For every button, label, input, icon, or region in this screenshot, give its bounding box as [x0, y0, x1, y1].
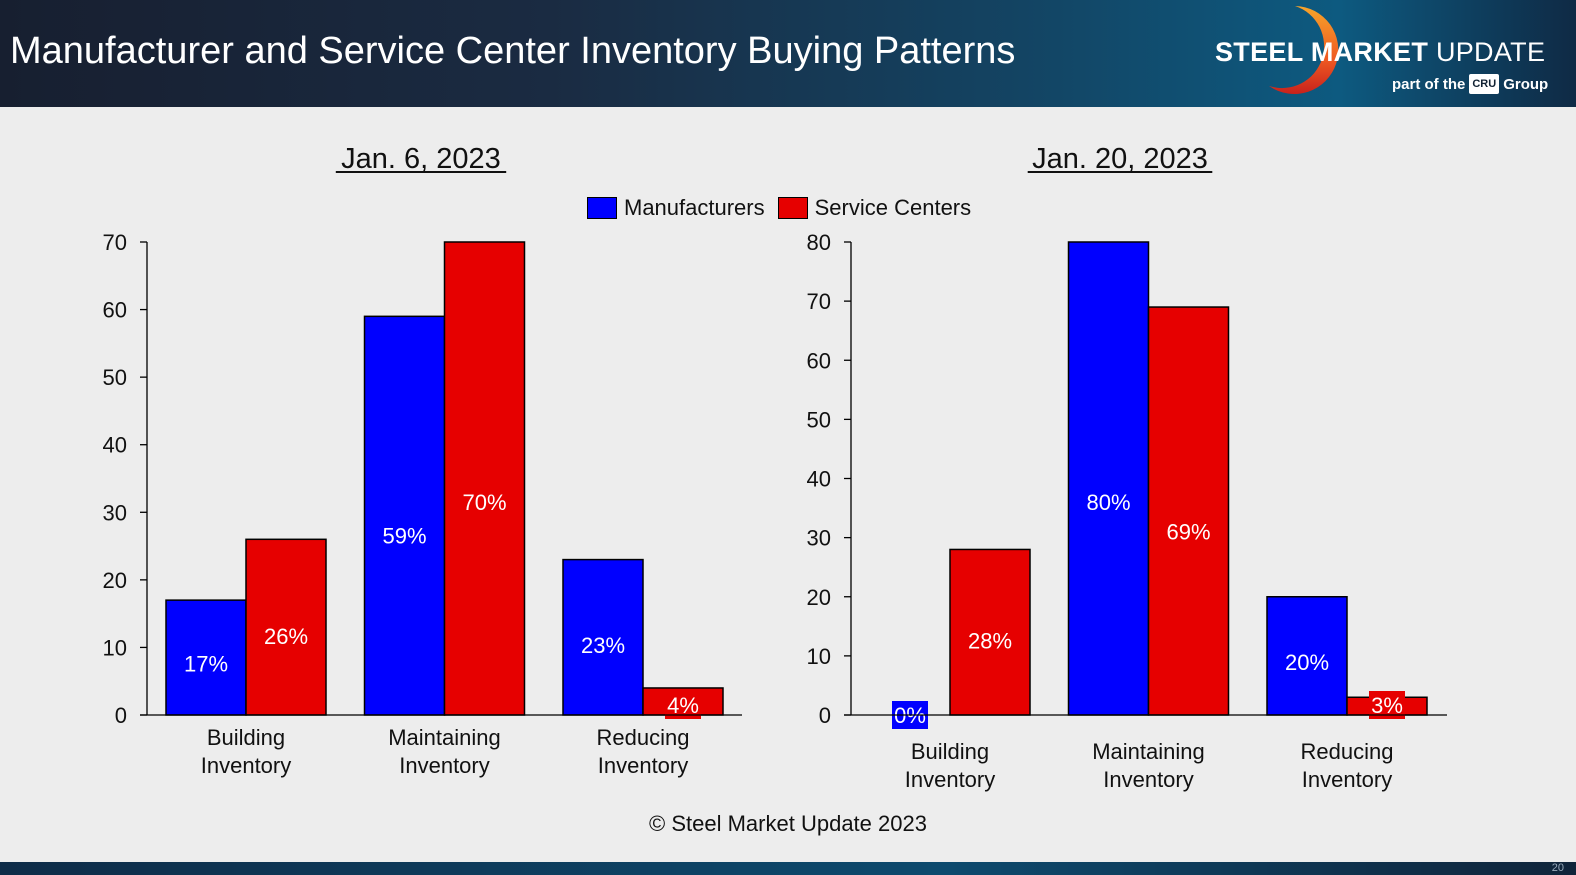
chart1-category-label: Inventory: [598, 753, 689, 778]
chart2-data-label: 20%: [1285, 650, 1329, 675]
chart2-y-tick-label: 70: [807, 289, 831, 314]
chart1-bar-service-centers: [245, 538, 327, 716]
chart2-data-label: 69%: [1166, 519, 1210, 544]
logo-tagline: part of the CRU Group: [1392, 74, 1549, 94]
chart1-bar-manufacturers: [562, 558, 644, 716]
footer-bar: [0, 862, 1576, 875]
chart1-category-label: Maintaining: [388, 725, 501, 750]
logo-wordmark: STEEL MARKET UPDATE: [1215, 37, 1546, 67]
chart1-data-label-bg: [665, 691, 701, 719]
chart2-y-tick-label: 0: [819, 703, 831, 728]
chart2-y-tick-label: 60: [807, 348, 831, 373]
chart2-category-label: Building: [911, 739, 989, 764]
chart2-bar-manufacturers: [1266, 596, 1348, 716]
chart1-category-label: Inventory: [399, 753, 490, 778]
chart2-title: Jan. 20, 2023: [1032, 143, 1208, 175]
chart2-y-tick-label: 30: [807, 526, 831, 551]
chart1-data-label: 23%: [581, 633, 625, 658]
chart2-category-label: Maintaining: [1092, 739, 1205, 764]
chart1-bar-manufacturers: [165, 599, 247, 716]
chart1-title: Jan. 6, 2023: [341, 143, 501, 175]
chart1-y-tick-label: 70: [103, 230, 127, 255]
copyright-text: © Steel Market Update 2023: [649, 811, 927, 836]
chart2-y-tick-label: 40: [807, 467, 831, 492]
chart2-bar-service-centers: [1147, 306, 1230, 716]
chart1-y-tick-label: 60: [103, 298, 127, 323]
chart1-category-label: Reducing: [597, 725, 690, 750]
chart2-data-label: 28%: [968, 629, 1012, 654]
steel-market-update-logo: STEEL MARKET UPDATE part of the CRU Grou…: [1215, 4, 1565, 104]
chart2-category-label: Inventory: [905, 767, 996, 792]
header-banner: Manufacturer and Service Center Inventor…: [0, 0, 1576, 107]
legend-swatch-service-centers: [777, 197, 808, 219]
chart1-category-label: Inventory: [201, 753, 292, 778]
legend-label-manufacturers: Manufacturers: [624, 195, 765, 220]
chart1-bar-service-centers: [443, 241, 526, 716]
chart1-bar-manufacturers: [363, 315, 446, 716]
logo-arc-icon: [1269, 6, 1339, 94]
legend-item-service-centers: Service Centers: [777, 195, 972, 221]
chart1-data-label: 26%: [264, 624, 308, 649]
chart-legend: Manufacturers Service Centers: [587, 195, 984, 221]
chart1-y-tick-label: 40: [103, 433, 127, 458]
chart1-y-tick-label: 30: [103, 500, 127, 525]
chart1-y-tick-label: 0: [115, 703, 127, 728]
chart2-data-label: 3%: [1371, 693, 1403, 718]
chart1-y-tick-label: 20: [103, 568, 127, 593]
cru-logo-icon: CRU: [1469, 74, 1500, 94]
legend-swatch-manufacturers: [587, 197, 617, 219]
chart1-data-label: 17%: [184, 651, 228, 676]
chart1-y-tick-label: 50: [103, 365, 127, 390]
page-title: Manufacturer and Service Center Inventor…: [10, 30, 1016, 72]
chart1-data-label: 59%: [382, 524, 426, 549]
legend-item-manufacturers: Manufacturers: [587, 195, 765, 221]
chart1-data-label: 70%: [462, 490, 506, 515]
chart2-category-label: Inventory: [1103, 767, 1194, 792]
chart2-bar-service-centers: [949, 548, 1031, 716]
chart2-y-tick-label: 80: [807, 230, 831, 255]
chart1-y-tick-label: 10: [103, 635, 127, 660]
legend-label-service-centers: Service Centers: [814, 195, 972, 220]
chart1-data-label: 4%: [667, 693, 699, 718]
chart2-category-label: Inventory: [1302, 767, 1393, 792]
chart2-y-tick-label: 10: [807, 644, 831, 669]
chart2-data-label: 80%: [1086, 490, 1130, 515]
chart2-bar-manufacturers: [1067, 241, 1150, 716]
page-number: 20: [1551, 862, 1564, 874]
charts-area: Jan. 6, 2023 0 10 20 30 40 50 60 70 17% 26% Buildin…: [103, 143, 1447, 792]
chart2-y-tick-label: 20: [807, 585, 831, 610]
chart1-category-label: Building: [207, 725, 285, 750]
chart2-y-tick-label: 50: [807, 407, 831, 432]
chart2-category-label: Reducing: [1301, 739, 1394, 764]
chart2-data-label-bg: [1369, 691, 1405, 719]
